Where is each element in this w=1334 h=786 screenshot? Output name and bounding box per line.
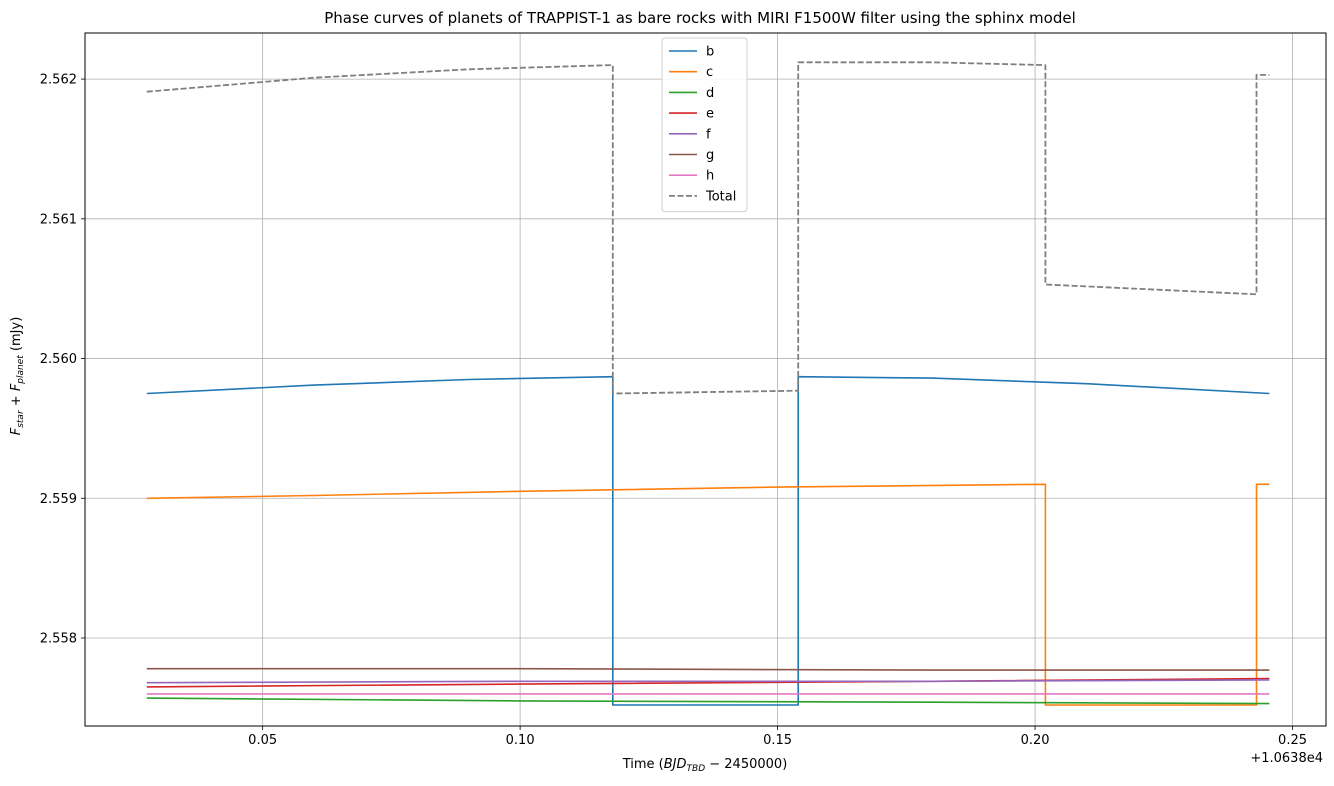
chart-title: Phase curves of planets of TRAPPIST-1 as… <box>324 9 1076 27</box>
x-label-math-base: BJD <box>664 757 687 772</box>
series-lines <box>146 61 1270 706</box>
x-label-close: ) <box>782 757 787 772</box>
legend-label-b: b <box>706 45 714 60</box>
legend-label-e: e <box>706 107 714 122</box>
y-label-sub2: planet <box>16 355 26 385</box>
legend-box <box>661 37 748 213</box>
series-line-d <box>146 697 1270 705</box>
legend-label-h: h <box>706 169 714 184</box>
x-offset-label: +1.0638e4 <box>1250 751 1323 766</box>
x-label-math-rest: − 2450000 <box>705 757 782 772</box>
y-label-plus: + <box>9 391 24 410</box>
legend-label-g: g <box>706 148 714 163</box>
series-line-g <box>146 667 1270 671</box>
legend-label-d: d <box>706 86 714 101</box>
x-label-math-sub: TBD <box>687 764 706 774</box>
x-tick-label: 0.20 <box>1021 733 1050 748</box>
series-line-f <box>146 679 1270 684</box>
grid-lines <box>85 33 1326 726</box>
legend-label-c: c <box>706 65 713 80</box>
y-tick-label: 2.558 <box>40 631 77 646</box>
series-line-total <box>146 61 1270 395</box>
series-line-c <box>146 483 1270 706</box>
x-label-main: Time ( <box>622 757 664 772</box>
y-tick-label: 2.562 <box>40 73 77 88</box>
y-label-sub1: star <box>16 409 26 428</box>
y-label-f1: F <box>9 427 24 435</box>
x-tick-label: 0.10 <box>506 733 535 748</box>
series-line-b <box>146 375 1270 706</box>
y-label-f2: F <box>9 383 24 391</box>
y-axis-label: Fstar + Fplanet (mJy) <box>9 317 26 436</box>
y-tick-label: 2.561 <box>40 212 77 227</box>
x-tick-label: 0.15 <box>763 733 792 748</box>
x-tick-label: 0.05 <box>248 733 277 748</box>
x-axis-label: Time (BJDTBD − 2450000) <box>622 757 788 774</box>
plot-frame <box>84 32 1327 727</box>
axis-ticks: 0.05 0.10 0.15 0.20 0.25 2.558 2.559 2.560 2.561… <box>40 73 1307 748</box>
legend-label-total: Total <box>705 189 736 204</box>
y-label-unit: (mJy) <box>9 317 24 355</box>
y-tick-label: 2.560 <box>40 352 77 367</box>
x-tick-label: 0.25 <box>1278 733 1307 748</box>
y-tick-label: 2.559 <box>40 492 77 507</box>
legend-label-f: f <box>706 127 711 142</box>
